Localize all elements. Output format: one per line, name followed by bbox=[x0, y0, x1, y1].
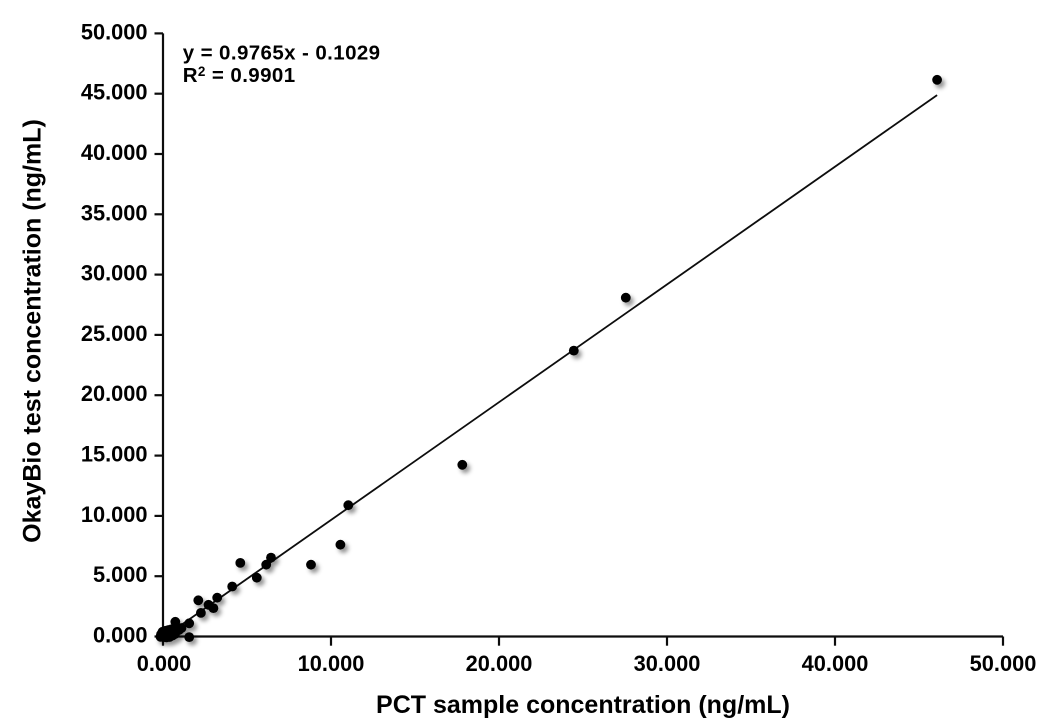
svg-text:10.000: 10.000 bbox=[298, 651, 365, 676]
svg-text:20.000: 20.000 bbox=[466, 651, 533, 676]
svg-text:40.000: 40.000 bbox=[802, 651, 869, 676]
svg-text:R2 = 0.9901: R2 = 0.9901 bbox=[183, 64, 296, 87]
svg-text:OkayBio test concentration (ng: OkayBio test concentration (ng/mL) bbox=[19, 119, 47, 543]
svg-text:20.000: 20.000 bbox=[81, 381, 148, 406]
svg-text:15.000: 15.000 bbox=[81, 442, 148, 467]
svg-text:40.000: 40.000 bbox=[81, 140, 148, 165]
svg-text:5.000: 5.000 bbox=[93, 562, 148, 587]
svg-text:0.000: 0.000 bbox=[93, 623, 148, 648]
svg-text:30.000: 30.000 bbox=[634, 651, 701, 676]
svg-text:10.000: 10.000 bbox=[81, 502, 148, 527]
svg-text:25.000: 25.000 bbox=[81, 321, 148, 346]
svg-text:50.000: 50.000 bbox=[81, 19, 148, 44]
svg-text:PCT sample concentration (ng/m: PCT sample concentration (ng/mL) bbox=[376, 691, 790, 719]
svg-text:30.000: 30.000 bbox=[81, 261, 148, 286]
svg-text:45.000: 45.000 bbox=[81, 80, 148, 105]
svg-text:0.000: 0.000 bbox=[137, 651, 192, 676]
svg-text:35.000: 35.000 bbox=[81, 200, 148, 225]
svg-text:50.000: 50.000 bbox=[970, 651, 1037, 676]
svg-text:y = 0.9765x - 0.1029: y = 0.9765x - 0.1029 bbox=[183, 41, 381, 64]
